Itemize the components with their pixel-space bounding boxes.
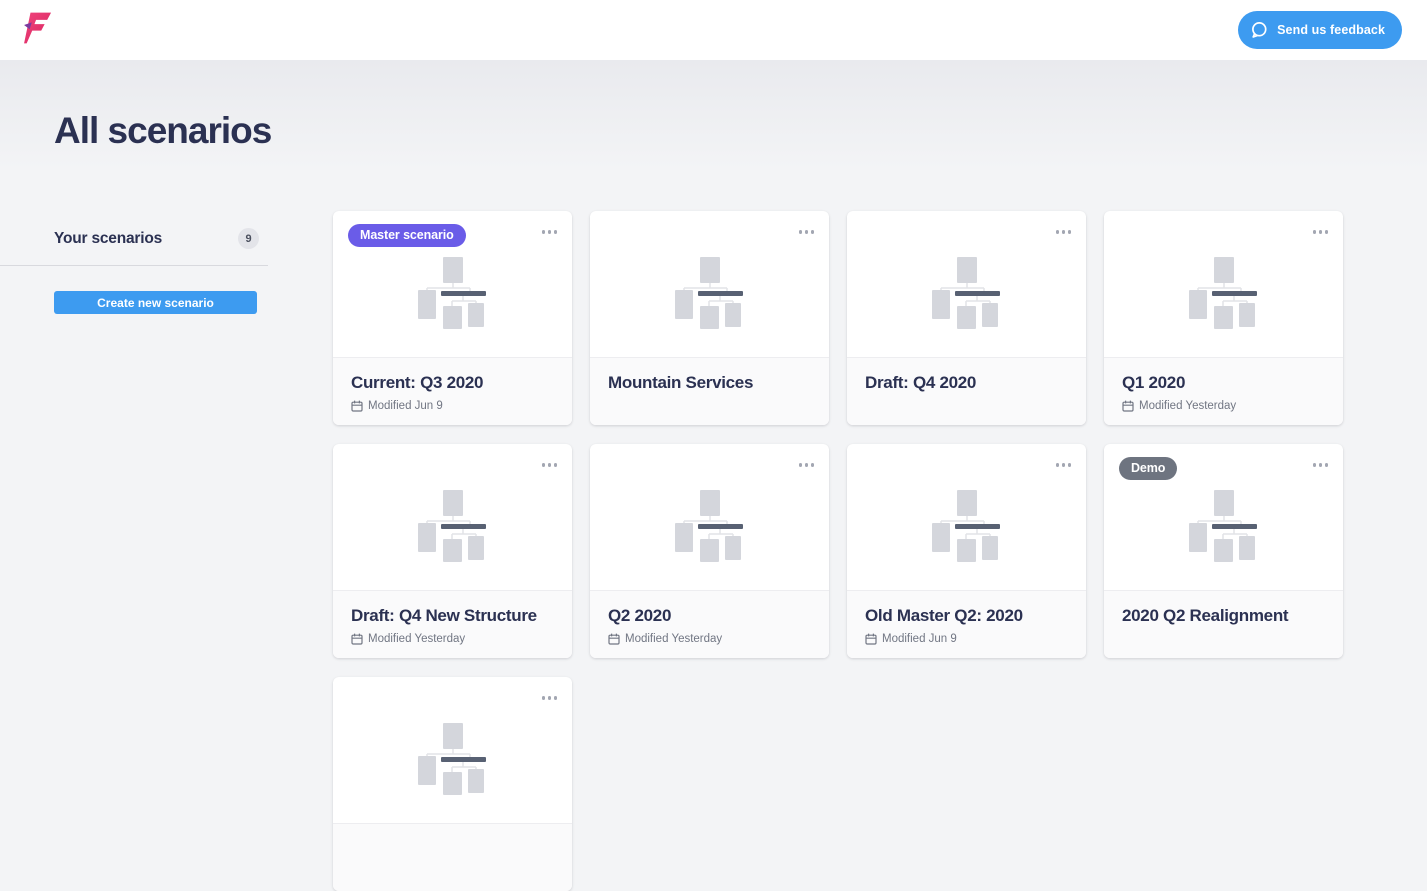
app-logo[interactable] bbox=[20, 10, 53, 51]
scenario-card[interactable]: Draft: Q4 2020 bbox=[847, 211, 1086, 425]
scenario-card-footer: Draft: Q4 2020 bbox=[847, 357, 1086, 425]
ellipsis-icon bbox=[541, 230, 545, 234]
card-menu-button[interactable] bbox=[792, 456, 822, 474]
scenario-title: Current: Q3 2020 bbox=[351, 373, 484, 392]
scenario-card[interactable]: Old Master Q2: 2020 Modified Jun 9 bbox=[847, 444, 1086, 658]
calendar-icon bbox=[1122, 400, 1134, 412]
org-chart-thumbnail bbox=[417, 490, 486, 562]
scenario-card-footer: 2020 Q2 Realignment bbox=[1104, 590, 1343, 658]
scenario-preview bbox=[590, 211, 829, 357]
ellipsis-icon bbox=[541, 696, 545, 700]
scenario-card[interactable]: Master scenario Current: Q3 2020 bbox=[333, 211, 572, 425]
scenario-card[interactable]: Draft: Q4 New Structure Modified Yesterd… bbox=[333, 444, 572, 658]
scenario-count-badge: 9 bbox=[238, 228, 259, 249]
card-menu-button[interactable] bbox=[1049, 223, 1079, 241]
scenario-preview bbox=[847, 211, 1086, 357]
org-chart-thumbnail bbox=[931, 490, 1000, 562]
scenario-card[interactable] bbox=[333, 677, 572, 891]
scenario-card-footer: Current: Q3 2020 Modified Jun 9 bbox=[333, 357, 572, 425]
card-menu-button[interactable] bbox=[535, 689, 565, 707]
scenario-card[interactable]: Q2 2020 Modified Yesterday bbox=[590, 444, 829, 658]
scenario-card[interactable]: Mountain Services bbox=[590, 211, 829, 425]
scenario-badge: Master scenario bbox=[348, 224, 466, 247]
scenario-card-footer: Draft: Q4 New Structure Modified Yesterd… bbox=[333, 590, 572, 658]
scenario-card[interactable]: Q1 2020 Modified Yesterday bbox=[1104, 211, 1343, 425]
send-feedback-label: Send us feedback bbox=[1277, 23, 1385, 37]
org-chart-thumbnail bbox=[674, 490, 743, 562]
card-menu-button[interactable] bbox=[535, 223, 565, 241]
scenario-card-footer: Mountain Services bbox=[590, 357, 829, 425]
scenario-preview bbox=[590, 444, 829, 590]
scenario-preview: Master scenario bbox=[333, 211, 572, 357]
ellipsis-icon bbox=[1312, 230, 1316, 234]
scenario-title: Old Master Q2: 2020 bbox=[865, 606, 1023, 625]
scenario-badge: Demo bbox=[1119, 457, 1178, 480]
org-chart-thumbnail bbox=[417, 723, 486, 795]
chat-bubble-icon bbox=[1249, 20, 1269, 40]
calendar-icon bbox=[351, 633, 363, 645]
scenario-preview bbox=[847, 444, 1086, 590]
top-bar: Send us feedback bbox=[0, 0, 1427, 60]
ellipsis-icon bbox=[1055, 463, 1059, 467]
scenario-meta: Modified Jun 9 bbox=[865, 633, 1068, 645]
scenario-meta-text: Modified Jun 9 bbox=[368, 400, 443, 412]
calendar-icon bbox=[608, 633, 620, 645]
card-menu-button[interactable] bbox=[535, 456, 565, 474]
card-menu-button[interactable] bbox=[1049, 456, 1079, 474]
scenario-title: Q2 2020 bbox=[608, 606, 672, 625]
org-chart-thumbnail bbox=[1188, 490, 1257, 562]
calendar-icon bbox=[865, 633, 877, 645]
page-title: All scenarios bbox=[54, 110, 272, 151]
scenario-card-footer: Q1 2020 Modified Yesterday bbox=[1104, 357, 1343, 425]
scenario-meta: Modified Yesterday bbox=[351, 633, 554, 645]
scenario-meta-text: Modified Yesterday bbox=[625, 633, 723, 645]
scenario-title: 2020 Q2 Realignment bbox=[1122, 606, 1289, 625]
ellipsis-icon bbox=[1312, 463, 1316, 467]
scenario-meta: Modified Jun 9 bbox=[351, 400, 554, 412]
card-menu-button[interactable] bbox=[1306, 223, 1336, 241]
org-chart-thumbnail bbox=[1188, 257, 1257, 329]
scenario-title: Draft: Q4 2020 bbox=[865, 373, 977, 392]
scenario-card-footer: Q2 2020 Modified Yesterday bbox=[590, 590, 829, 658]
ellipsis-icon bbox=[541, 463, 545, 467]
ellipsis-icon bbox=[798, 230, 802, 234]
scenario-card[interactable]: Demo 2020 Q2 Realignment bbox=[1104, 444, 1343, 658]
org-chart-thumbnail bbox=[417, 257, 486, 329]
scenario-meta-text: Modified Jun 9 bbox=[882, 633, 957, 645]
scenario-grid: Master scenario Current: Q3 2020 bbox=[333, 211, 1343, 891]
scenario-title: Q1 2020 bbox=[1122, 373, 1186, 392]
your-scenarios-label: Your scenarios bbox=[54, 229, 163, 247]
ellipsis-icon bbox=[1055, 230, 1059, 234]
scenario-preview bbox=[1104, 211, 1343, 357]
sidebar: Your scenarios 9 Create new scenario bbox=[0, 228, 268, 314]
create-scenario-button[interactable]: Create new scenario bbox=[54, 291, 257, 314]
send-feedback-button[interactable]: Send us feedback bbox=[1238, 11, 1402, 49]
scenario-card-footer: Old Master Q2: 2020 Modified Jun 9 bbox=[847, 590, 1086, 658]
scenario-meta: Modified Yesterday bbox=[1122, 400, 1325, 412]
scenario-title: Mountain Services bbox=[608, 373, 754, 392]
scenario-preview bbox=[333, 444, 572, 590]
scenario-meta: Modified Yesterday bbox=[608, 633, 811, 645]
page-body: All scenarios Your scenarios 9 Create ne… bbox=[0, 60, 1427, 891]
org-chart-thumbnail bbox=[931, 257, 1000, 329]
card-menu-button[interactable] bbox=[792, 223, 822, 241]
scenario-card-footer bbox=[333, 823, 572, 891]
scenario-meta-text: Modified Yesterday bbox=[1139, 400, 1237, 412]
sidebar-item-your-scenarios[interactable]: Your scenarios 9 bbox=[0, 228, 268, 266]
scenario-meta-text: Modified Yesterday bbox=[368, 633, 466, 645]
scenario-title: Draft: Q4 New Structure bbox=[351, 606, 537, 625]
scenario-preview bbox=[333, 677, 572, 823]
scenario-preview: Demo bbox=[1104, 444, 1343, 590]
calendar-icon bbox=[351, 400, 363, 412]
ellipsis-icon bbox=[798, 463, 802, 467]
org-chart-thumbnail bbox=[674, 257, 743, 329]
card-menu-button[interactable] bbox=[1306, 456, 1336, 474]
functionly-f-icon bbox=[24, 12, 52, 43]
